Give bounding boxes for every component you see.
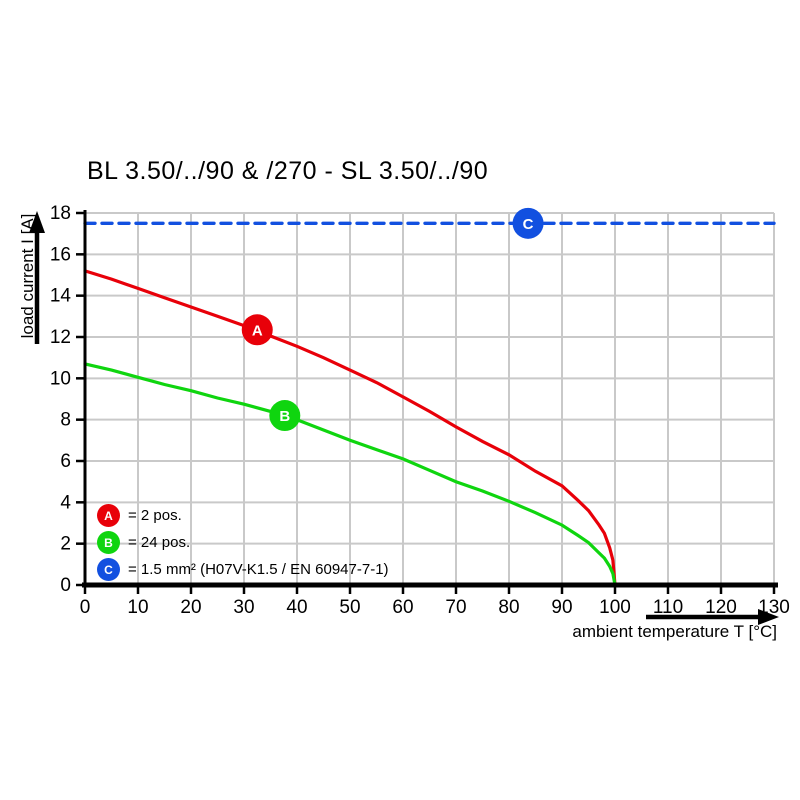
marker-C-icon <box>512 207 544 239</box>
legend-item-a: A = 2 pos. <box>97 502 389 529</box>
marker-B-icon <box>269 400 301 432</box>
x-tick-label: 40 <box>286 597 307 618</box>
x-tick-label: 50 <box>339 597 360 618</box>
legend-marker-a-icon: A <box>97 504 120 527</box>
marker-A-icon <box>241 314 273 346</box>
x-axis-label: ambient temperature T [°C] <box>572 622 777 641</box>
legend-marker-c-icon: C <box>97 558 120 581</box>
legend-item-b: B = 24 pos. <box>97 529 389 556</box>
legend-item-c: C = 1.5 mm² (H07V-K1.5 / EN 60947-7-1) <box>97 556 389 583</box>
marker-B-letter: B <box>279 408 290 425</box>
y-tick-label: 6 <box>60 451 71 472</box>
chart-title: BL 3.50/../90 & /270 - SL 3.50/../90 <box>87 157 489 185</box>
curve-B <box>83 362 617 587</box>
y-tick-label: 0 <box>60 575 71 596</box>
x-tick-label: 70 <box>445 597 466 618</box>
x-tick-label: 100 <box>599 597 631 618</box>
legend-marker-b-icon: B <box>97 531 120 554</box>
y-tick-label: 16 <box>50 244 71 265</box>
x-tick-label: 60 <box>392 597 413 618</box>
legend-label-a: = 2 pos. <box>128 507 182 524</box>
marker-A-letter: A <box>252 322 263 339</box>
y-tick-label: 10 <box>50 368 71 389</box>
curve-A <box>83 269 617 587</box>
x-tick-label: 30 <box>233 597 254 618</box>
x-tick-label: 20 <box>180 597 201 618</box>
x-tick-label: 90 <box>551 597 572 618</box>
y-tick-label: 4 <box>60 492 71 513</box>
legend-label-b: = 24 pos. <box>128 534 191 551</box>
y-tick-label: 14 <box>50 286 72 307</box>
y-axis-arrowhead-icon <box>29 211 45 233</box>
x-tick-label: 80 <box>498 597 519 618</box>
legend-label-c: = 1.5 mm² (H07V-K1.5 / EN 60947-7-1) <box>128 561 389 578</box>
x-tick-label: 0 <box>80 597 91 618</box>
x-tick-label: 10 <box>127 597 148 618</box>
legend: A = 2 pos. B = 24 pos. C = 1.5 mm² (H07V… <box>97 502 389 583</box>
x-axis-arrowhead-icon <box>758 609 779 625</box>
y-tick-label: 18 <box>50 203 71 224</box>
x-tick-label: 120 <box>705 597 737 618</box>
marker-C-letter: C <box>523 216 534 233</box>
y-tick-label: 2 <box>60 534 71 555</box>
y-tick-label: 12 <box>50 327 71 348</box>
y-tick-label: 8 <box>60 410 71 431</box>
x-tick-label: 110 <box>653 597 683 618</box>
